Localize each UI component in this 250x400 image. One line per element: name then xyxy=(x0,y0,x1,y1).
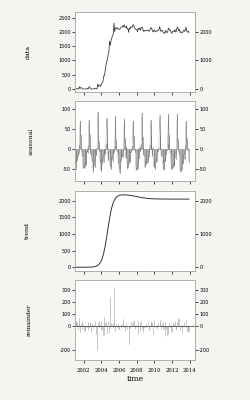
Y-axis label: data: data xyxy=(25,45,30,59)
Y-axis label: trend: trend xyxy=(25,222,30,239)
X-axis label: time: time xyxy=(126,376,144,384)
Y-axis label: seasonal: seasonal xyxy=(28,128,34,155)
Y-axis label: remainder: remainder xyxy=(27,304,32,336)
